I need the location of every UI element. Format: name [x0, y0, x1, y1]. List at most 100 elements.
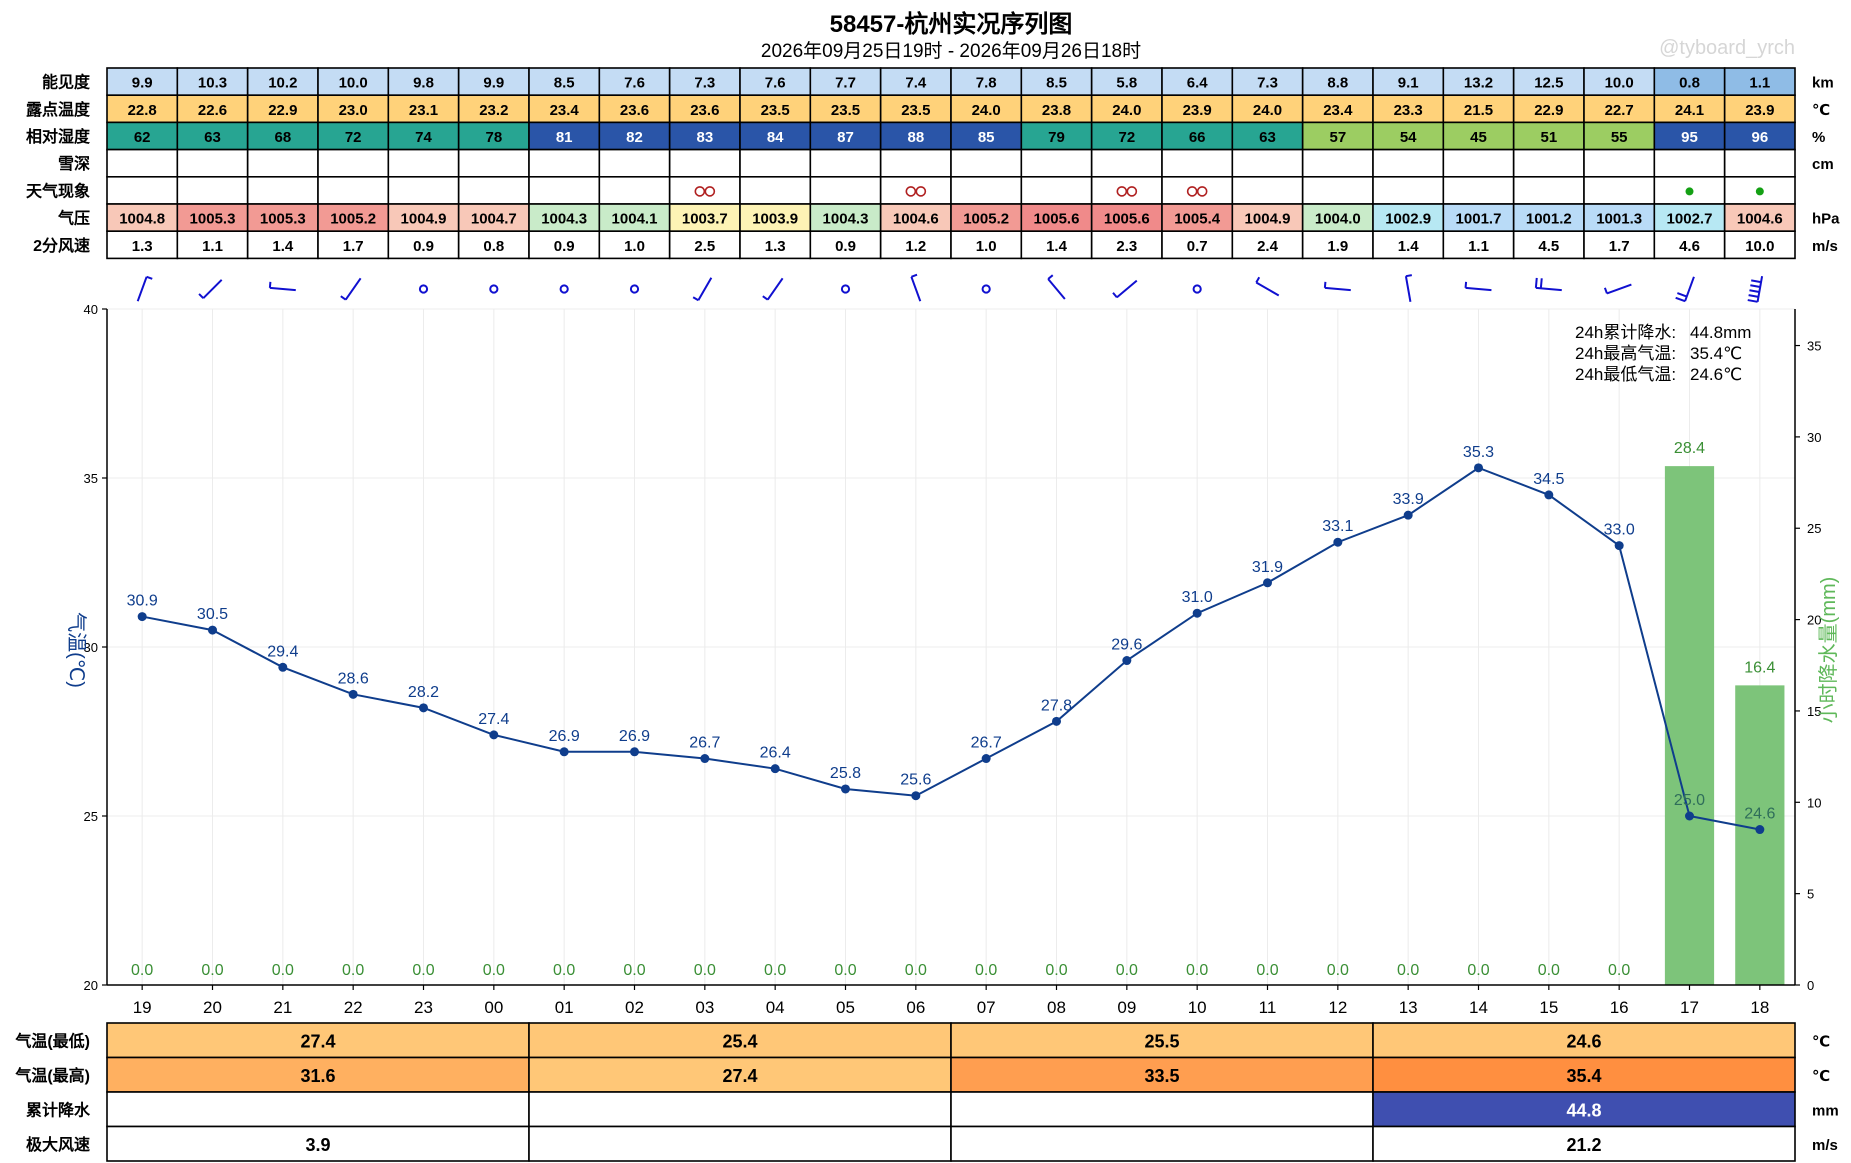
table-cell [176, 176, 249, 205]
temperature-point [1333, 537, 1343, 547]
y2-tick-label: 15 [1807, 704, 1821, 719]
cell-value: 23.6 [690, 102, 719, 119]
table-cell [246, 148, 319, 178]
temperature-point [981, 754, 991, 764]
table-cell [1653, 148, 1726, 178]
calm-wind-icon [418, 284, 429, 294]
table-cell [879, 67, 952, 97]
precip-label: 0.0 [272, 962, 294, 979]
haze-icon [905, 186, 917, 197]
cell-value: 1004.8 [119, 211, 165, 228]
cell-value: 74 [415, 129, 432, 146]
table-cell [1020, 67, 1093, 97]
table-cell [528, 230, 601, 260]
temperature-label: 28.2 [408, 684, 439, 701]
summary-cell [950, 1125, 1374, 1162]
stat-value: 35.4℃ [1690, 344, 1742, 363]
summary-row-label: 气温(最低) [14, 1031, 90, 1050]
summary-row-unit: m/s [1812, 1137, 1838, 1154]
cell-value: 88 [907, 129, 924, 146]
haze-icon [704, 186, 716, 197]
table-cell [1020, 148, 1093, 178]
x-tick-label: 18 [1750, 998, 1769, 1017]
table-cell [598, 121, 671, 151]
x-tick-label: 01 [555, 998, 574, 1017]
stat-label: 24h最低气温: [1575, 365, 1676, 384]
cell-value: 95 [1681, 129, 1698, 146]
temperature-label: 33.9 [1393, 491, 1424, 508]
x-tick-label: 19 [133, 998, 152, 1017]
table-cell [1723, 230, 1796, 260]
x-tick-label: 14 [1469, 998, 1488, 1017]
cell-value: 23.4 [550, 102, 580, 119]
wind-barb-icon [1534, 277, 1562, 292]
haze-icon [915, 186, 927, 197]
cell-value: 63 [204, 129, 221, 146]
cell-value: 9.9 [132, 75, 153, 92]
table-cell [176, 148, 249, 178]
cell-value: 1004.3 [541, 211, 587, 228]
cell-value: 7.8 [976, 75, 997, 92]
cell-value: 9.1 [1398, 75, 1419, 92]
table-cell [950, 94, 1023, 124]
table-cell [739, 148, 812, 178]
cell-value: 5.8 [1116, 75, 1137, 92]
table-cell [387, 230, 460, 260]
cell-value: 83 [696, 129, 713, 146]
table-cell [1512, 148, 1585, 178]
temperature-label: 29.4 [267, 643, 298, 660]
temperature-label: 26.9 [619, 728, 650, 745]
cell-value: 9.9 [483, 75, 504, 92]
wind-barb-icon [198, 279, 223, 299]
summary-value: 27.4 [722, 1066, 757, 1086]
cell-value: 7.3 [1257, 75, 1278, 92]
cell-value: 4.6 [1679, 238, 1700, 255]
cell-value: 23.3 [1394, 102, 1423, 119]
cell-value: 24.0 [972, 102, 1001, 119]
cell-value: 1.0 [976, 238, 997, 255]
table-cell [1020, 230, 1093, 260]
y2-tick-label: 5 [1807, 887, 1814, 902]
temperature-label: 34.5 [1533, 471, 1564, 488]
table-cell [809, 203, 882, 233]
x-tick-label: 04 [766, 998, 785, 1017]
y-tick-label: 30 [84, 640, 98, 655]
table-cell [950, 176, 1023, 205]
cell-value: 1004.0 [1315, 211, 1361, 228]
x-tick-label: 15 [1539, 998, 1558, 1017]
cell-value: 10.0 [1605, 75, 1634, 92]
temperature-point [841, 784, 850, 794]
x-tick-label: 11 [1259, 998, 1277, 1017]
table-cell [317, 230, 390, 260]
summary-cell [106, 1125, 530, 1162]
table-cell [246, 121, 319, 151]
table-cell [528, 94, 601, 124]
cell-value: 45 [1470, 129, 1487, 146]
table-cell [246, 94, 319, 124]
table-cell [1442, 230, 1515, 260]
summary-value: 21.2 [1566, 1135, 1601, 1155]
table-cell [528, 203, 601, 233]
table-cell [1723, 94, 1796, 124]
cell-value: 51 [1540, 129, 1557, 146]
cell-value: 1004.7 [471, 211, 517, 228]
cell-value: 0.8 [1679, 75, 1700, 92]
temperature-point [1263, 578, 1272, 588]
y-tick-label: 35 [84, 471, 98, 486]
calm-wind-icon [981, 284, 991, 294]
cell-value: 55 [1611, 129, 1628, 146]
temperature-point [419, 703, 428, 713]
cell-value: 23.1 [409, 102, 438, 119]
cell-value: 1004.9 [401, 211, 447, 228]
cell-value: 1004.9 [1245, 211, 1291, 228]
cell-value: 54 [1400, 129, 1417, 146]
wind-barb-icon [268, 281, 296, 292]
haze-icon [1186, 186, 1198, 197]
table-cell [1372, 121, 1445, 151]
table-cell [387, 94, 460, 124]
table-cell [1090, 148, 1163, 178]
cell-value: 22.6 [198, 102, 227, 119]
temperature-point [1614, 541, 1624, 551]
y2-axis-label: 小时降水量(mm) [1817, 577, 1840, 724]
temperature-point [137, 612, 147, 622]
